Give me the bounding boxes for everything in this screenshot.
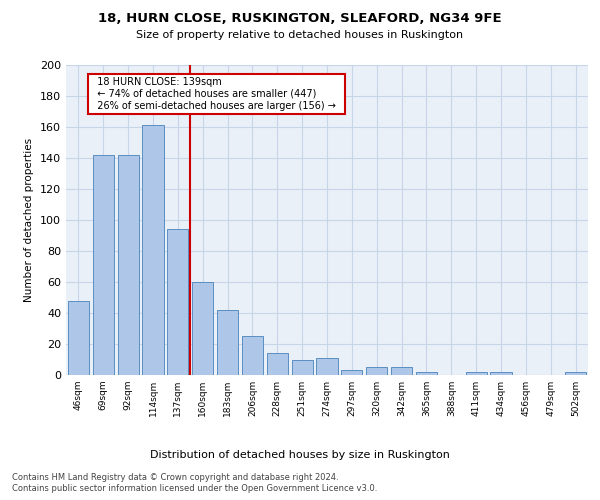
Y-axis label: Number of detached properties: Number of detached properties [25,138,34,302]
Bar [167,230,188,375]
Bar [466,372,487,375]
Bar [192,282,213,375]
Bar [316,358,338,375]
Bar [341,370,362,375]
Bar [242,336,263,375]
Bar [292,360,313,375]
Bar [565,372,586,375]
Bar [416,372,437,375]
Bar [267,354,288,375]
Bar [142,126,164,375]
Text: Contains public sector information licensed under the Open Government Licence v3: Contains public sector information licen… [12,484,377,493]
Text: Contains HM Land Registry data © Crown copyright and database right 2024.: Contains HM Land Registry data © Crown c… [12,472,338,482]
Bar [490,372,512,375]
Text: Size of property relative to detached houses in Ruskington: Size of property relative to detached ho… [136,30,464,40]
Bar [68,300,89,375]
Bar [217,310,238,375]
Bar [118,155,139,375]
Text: Distribution of detached houses by size in Ruskington: Distribution of detached houses by size … [150,450,450,460]
Bar [391,367,412,375]
Bar [93,155,114,375]
Text: 18 HURN CLOSE: 139sqm  
  ← 74% of detached houses are smaller (447)  
  26% of : 18 HURN CLOSE: 139sqm ← 74% of detached … [91,78,342,110]
Text: 18, HURN CLOSE, RUSKINGTON, SLEAFORD, NG34 9FE: 18, HURN CLOSE, RUSKINGTON, SLEAFORD, NG… [98,12,502,26]
Bar [366,367,387,375]
